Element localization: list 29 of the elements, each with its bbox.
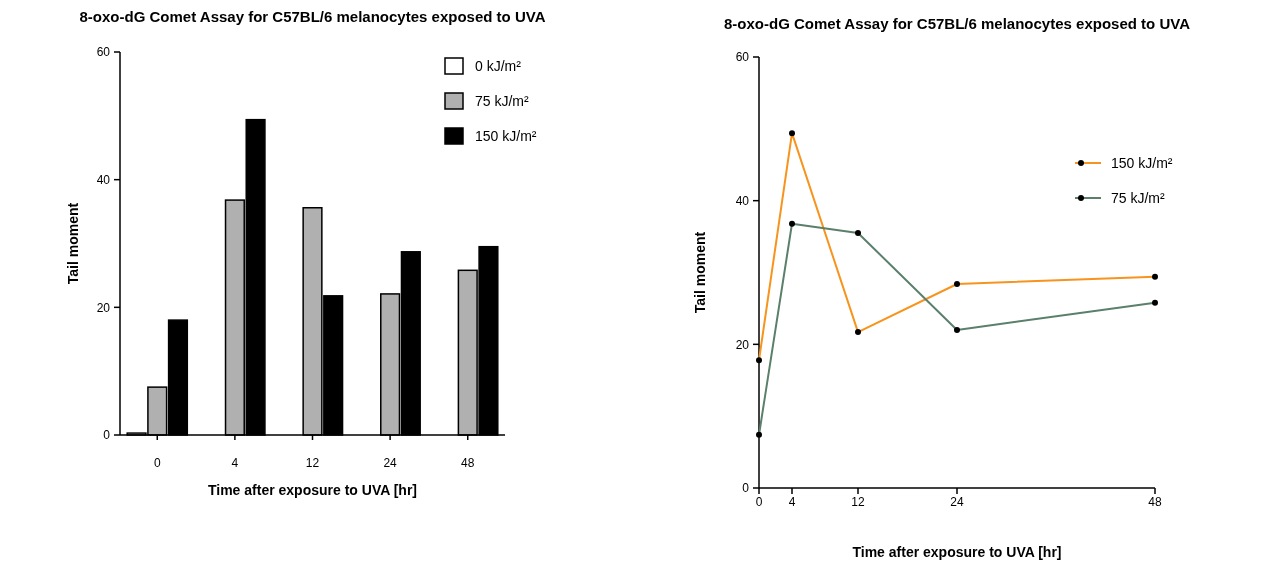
- x-axis-title: Time after exposure to UVA [hr]: [207, 482, 418, 498]
- y-tick-label: 20: [96, 300, 111, 315]
- y-tick-label: 40: [735, 193, 750, 208]
- y-axis-title: Tail moment: [65, 202, 81, 285]
- y-tick-label: 40: [96, 172, 111, 187]
- legend-label: 75 kJ/m²: [1111, 189, 1166, 206]
- y-axis-title: Tail moment: [692, 231, 708, 314]
- x-tick-label: 48: [461, 456, 475, 470]
- y-tick-label: 0: [103, 428, 111, 443]
- chart-title: 8-oxo-dG Comet Assay for C57BL/6 melanocytes exposed to UVA: [724, 15, 1191, 32]
- x-tick-label: 4: [788, 495, 796, 509]
- y-tick-label: 60: [735, 50, 750, 65]
- legend-label: 75 kJ/m²: [475, 92, 530, 109]
- y-tick-label: 60: [96, 45, 111, 60]
- x-tick-label: 48: [1148, 495, 1162, 509]
- legend-label: 0 kJ/m²: [475, 57, 522, 74]
- chart-title: 8-oxo-dG Comet Assay for C57BL/6 melanocytes exposed to UVA: [79, 8, 546, 25]
- y-tick-label: 0: [742, 481, 750, 496]
- x-tick-label: 24: [950, 495, 964, 509]
- legend-label: 150 kJ/m²: [1111, 154, 1173, 171]
- legend-label: 150 kJ/m²: [475, 127, 537, 144]
- x-tick-label: 12: [851, 495, 865, 509]
- x-axis-title: Time after exposure to UVA [hr]: [852, 544, 1062, 560]
- x-tick-label: 12: [305, 456, 320, 470]
- y-tick-label: 20: [735, 337, 750, 352]
- x-tick-label: 4: [231, 456, 239, 470]
- x-tick-label: 0: [755, 495, 763, 509]
- x-tick-label: 24: [383, 456, 398, 470]
- x-tick-label: 0: [153, 456, 161, 470]
